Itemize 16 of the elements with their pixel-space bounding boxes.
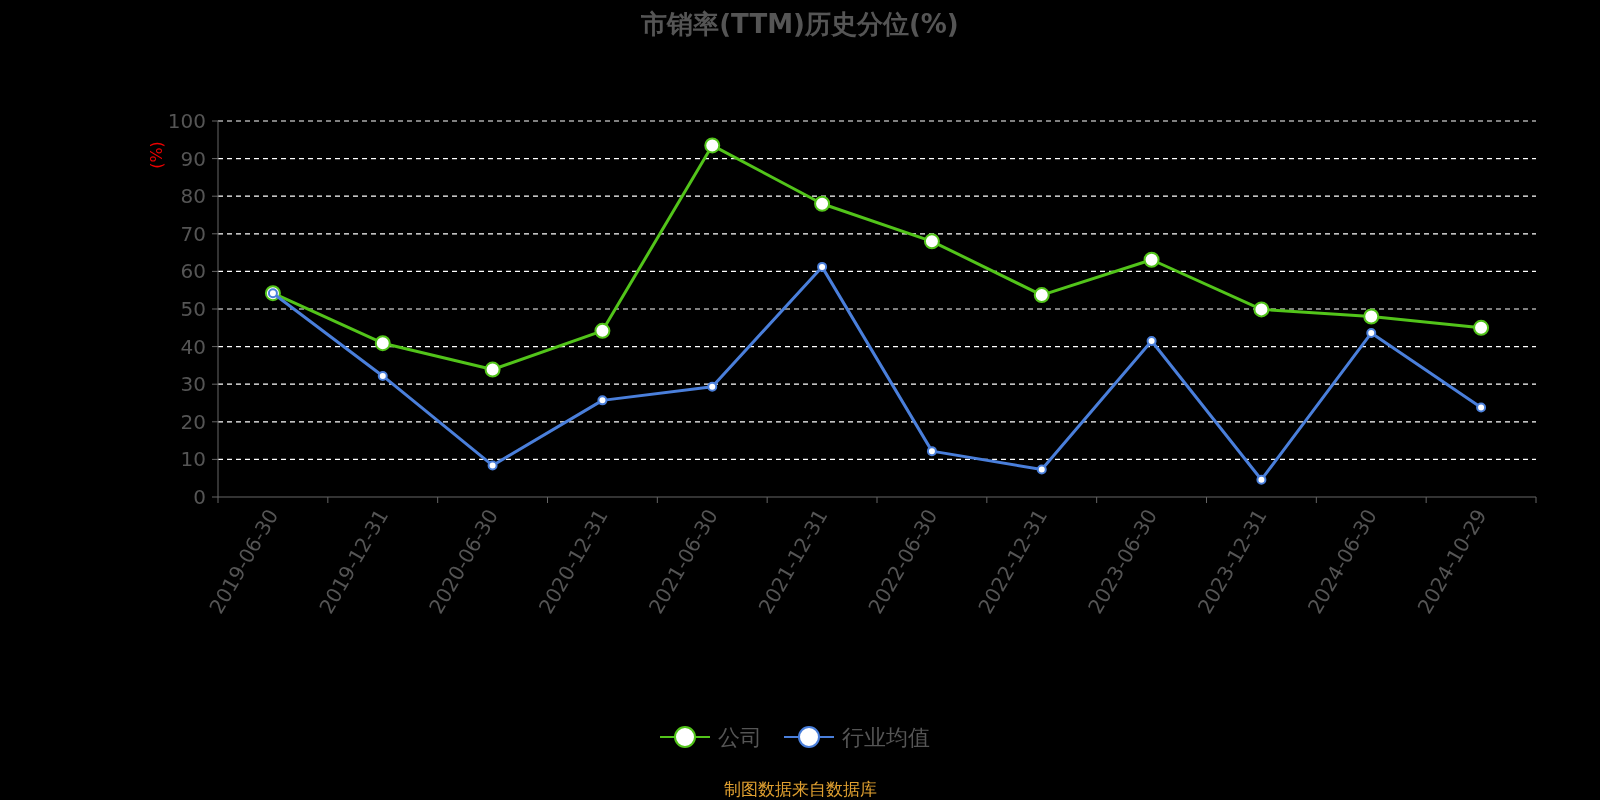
y-tick-label: 40 xyxy=(180,334,206,359)
legend-label: 行业均值 xyxy=(842,725,930,750)
y-tick-label: 70 xyxy=(180,221,206,246)
legend-label: 公司 xyxy=(718,725,762,750)
y-tick-label: 20 xyxy=(180,409,206,434)
y-tick-label: 10 xyxy=(180,447,206,472)
y-tick-label: 50 xyxy=(180,297,206,321)
y-tick-label: 80 xyxy=(180,184,206,209)
y-tick-label: 30 xyxy=(180,372,206,397)
chart-title: 市销率(TTM)历史分位(%) xyxy=(640,9,959,39)
y-tick-label: 60 xyxy=(180,259,206,284)
text: 制图数据来自数据库 xyxy=(723,779,877,799)
y-tick-label: 100 xyxy=(167,109,206,133)
y-axis-title: (%) xyxy=(147,141,166,169)
y-tick-label: 0 xyxy=(193,485,206,509)
y-tick-label: 90 xyxy=(180,146,206,171)
